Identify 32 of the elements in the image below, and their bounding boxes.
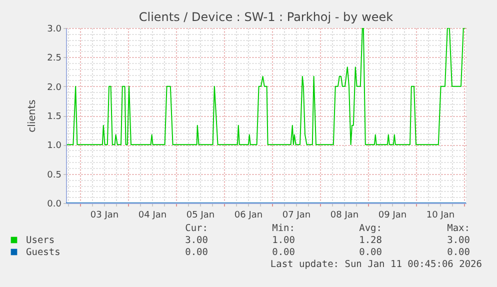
text: 0.00 [359,247,382,258]
y-tick-label: 0.5 [47,170,62,180]
y-tick-label: 1.0 [47,141,62,152]
x-tick-label: 08 Jan [330,210,359,220]
text: 3.00 [185,235,208,246]
x-tick-label: 07 Jan [282,210,311,220]
y-tick-label: 0.0 [47,200,62,210]
x-tick-label: 10 Jan [426,210,455,220]
text: Min: [272,223,295,234]
x-tick-label: 06 Jan [234,210,263,220]
legend-label: Users [26,235,55,246]
y-tick-label: 2.5 [47,54,62,64]
x-tick-label: 04 Jan [138,210,167,220]
text: Last update: Sun Jan 11 00:45:06 2026 [270,259,482,270]
text: Avg: [359,223,382,234]
text: 3.00 [447,235,470,246]
text: 1.28 [359,235,382,246]
x-tick-label: 03 Jan [90,210,119,220]
text: 0.00 [185,247,208,258]
legend-label: Guests [26,247,60,258]
y-tick-label: 1.5 [47,112,62,122]
text: 1.00 [272,235,296,246]
text: 0.00 [447,247,470,258]
chart-title: Clients / Device : SW-1 : Parkhoj - by week [138,10,394,24]
y-tick-label: 2.0 [47,82,62,93]
y-tick-label: 3.0 [47,24,62,34]
y-axis-title: clients [27,100,38,132]
text: Cur: [185,223,208,234]
text: 0.00 [272,247,296,258]
x-tick-label: 05 Jan [186,210,215,220]
text: Max: [447,223,470,234]
x-tick-label: 09 Jan [378,210,407,220]
